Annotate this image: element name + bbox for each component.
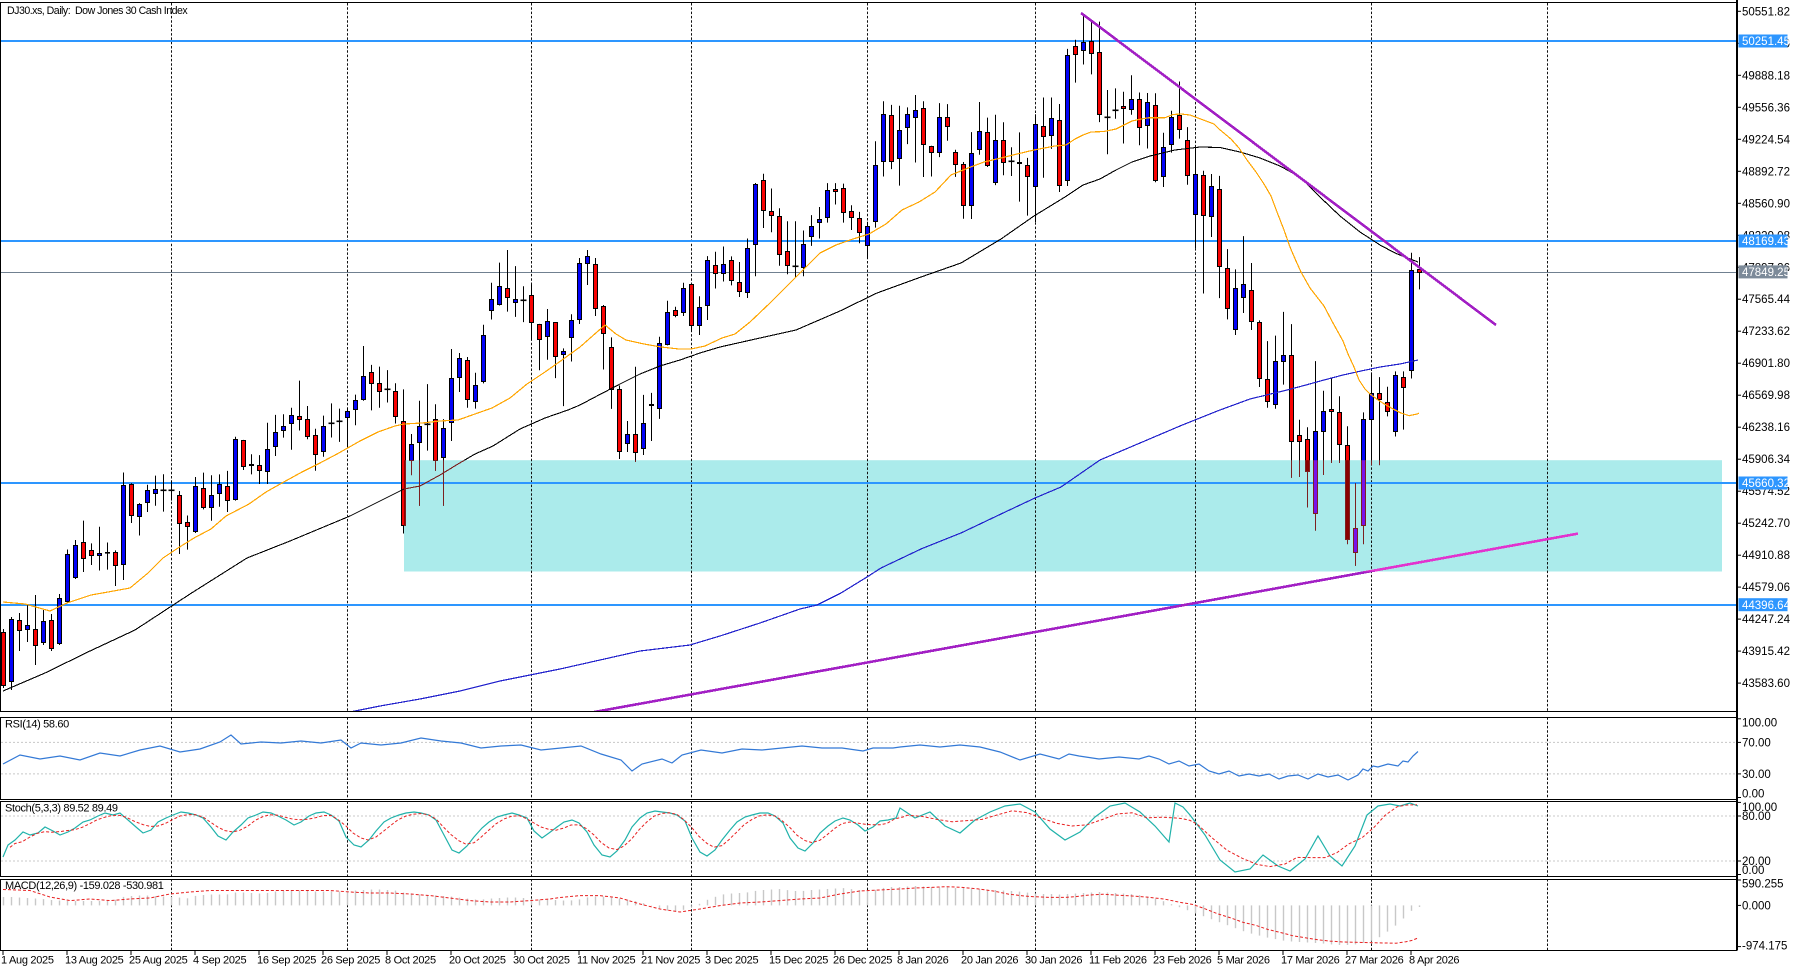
svg-text:46901.80: 46901.80 [1742, 358, 1790, 370]
svg-text:20.00: 20.00 [1742, 856, 1771, 868]
svg-text:44396.64: 44396.64 [1742, 600, 1791, 612]
svg-text:43915.42: 43915.42 [1742, 646, 1790, 658]
svg-text:0.000: 0.000 [1742, 900, 1771, 912]
svg-text:30 Jan 2026: 30 Jan 2026 [1025, 955, 1082, 967]
svg-text:50251.45: 50251.45 [1742, 36, 1790, 48]
svg-text:25 Aug 2025: 25 Aug 2025 [129, 955, 188, 967]
svg-text:47233.62: 47233.62 [1742, 326, 1790, 338]
svg-text:48560.90: 48560.90 [1742, 198, 1790, 210]
svg-text:70.00: 70.00 [1742, 737, 1771, 749]
svg-text:5 Mar 2026: 5 Mar 2026 [1217, 955, 1270, 967]
svg-text:590.255: 590.255 [1742, 879, 1784, 891]
svg-text:MACD(12,26,9) -159.028 -530.98: MACD(12,26,9) -159.028 -530.981 [5, 880, 164, 892]
svg-text:26 Dec 2025: 26 Dec 2025 [833, 955, 892, 967]
svg-text:47849.25: 47849.25 [1742, 267, 1790, 279]
svg-text:44579.06: 44579.06 [1742, 582, 1790, 594]
svg-text:45660.32: 45660.32 [1742, 478, 1790, 490]
svg-text:46569.98: 46569.98 [1742, 390, 1790, 402]
svg-text:23 Feb 2026: 23 Feb 2026 [1153, 955, 1212, 967]
svg-text:21 Nov 2025: 21 Nov 2025 [641, 955, 700, 967]
svg-text:100.00: 100.00 [1742, 802, 1777, 814]
svg-text:20 Jan 2026: 20 Jan 2026 [961, 955, 1018, 967]
svg-text:8 Jan 2026: 8 Jan 2026 [897, 955, 949, 967]
svg-text:13 Aug 2025: 13 Aug 2025 [65, 955, 124, 967]
svg-text:80.00: 80.00 [1742, 811, 1771, 823]
svg-text:Stoch(5,3,3) 89.52 89.49: Stoch(5,3,3) 89.52 89.49 [5, 803, 118, 815]
svg-text:8 Apr 2026: 8 Apr 2026 [1409, 955, 1459, 967]
svg-text:48169.43: 48169.43 [1742, 236, 1790, 248]
svg-text:30 Oct 2025: 30 Oct 2025 [513, 955, 570, 967]
svg-text:0.00: 0.00 [1742, 865, 1764, 877]
svg-text:8 Oct 2025: 8 Oct 2025 [385, 955, 436, 967]
svg-text:45906.34: 45906.34 [1742, 454, 1791, 466]
svg-text:11 Nov 2025: 11 Nov 2025 [577, 955, 635, 967]
svg-text:100.00: 100.00 [1742, 718, 1777, 730]
svg-text:26 Sep 2025: 26 Sep 2025 [321, 955, 380, 967]
svg-text:50551.82: 50551.82 [1742, 6, 1790, 18]
svg-text:1 Aug 2025: 1 Aug 2025 [1, 955, 54, 967]
svg-text:0.00: 0.00 [1742, 789, 1764, 801]
svg-text:17 Mar 2026: 17 Mar 2026 [1281, 955, 1340, 967]
svg-text:DJ30.xs, Daily: Dow Jones 30: DJ30.xs, Daily: Dow Jones 30 Cash Index [7, 5, 188, 17]
svg-text:43583.60: 43583.60 [1742, 678, 1790, 690]
svg-text:49224.54: 49224.54 [1742, 134, 1791, 146]
svg-text:11 Feb 2026: 11 Feb 2026 [1089, 955, 1147, 967]
svg-text:27 Mar 2026: 27 Mar 2026 [1345, 955, 1404, 967]
svg-text:16 Sep 2025: 16 Sep 2025 [257, 955, 316, 967]
svg-text:44910.88: 44910.88 [1742, 550, 1790, 562]
svg-text:20 Oct 2025: 20 Oct 2025 [449, 955, 506, 967]
svg-text:-974.175: -974.175 [1742, 940, 1787, 952]
svg-text:47565.44: 47565.44 [1742, 294, 1791, 306]
svg-text:49888.18: 49888.18 [1742, 70, 1790, 82]
svg-text:49556.36: 49556.36 [1742, 102, 1790, 114]
svg-text:45242.70: 45242.70 [1742, 518, 1790, 530]
svg-text:4 Sep 2025: 4 Sep 2025 [193, 955, 246, 967]
svg-text:RSI(14) 58.60: RSI(14) 58.60 [5, 719, 69, 731]
svg-text:30.00: 30.00 [1742, 769, 1771, 781]
svg-text:48892.72: 48892.72 [1742, 166, 1790, 178]
svg-text:44247.24: 44247.24 [1742, 614, 1791, 626]
svg-text:15 Dec 2025: 15 Dec 2025 [769, 955, 828, 967]
svg-text:3 Dec 2025: 3 Dec 2025 [705, 955, 758, 967]
svg-text:46238.16: 46238.16 [1742, 422, 1790, 434]
